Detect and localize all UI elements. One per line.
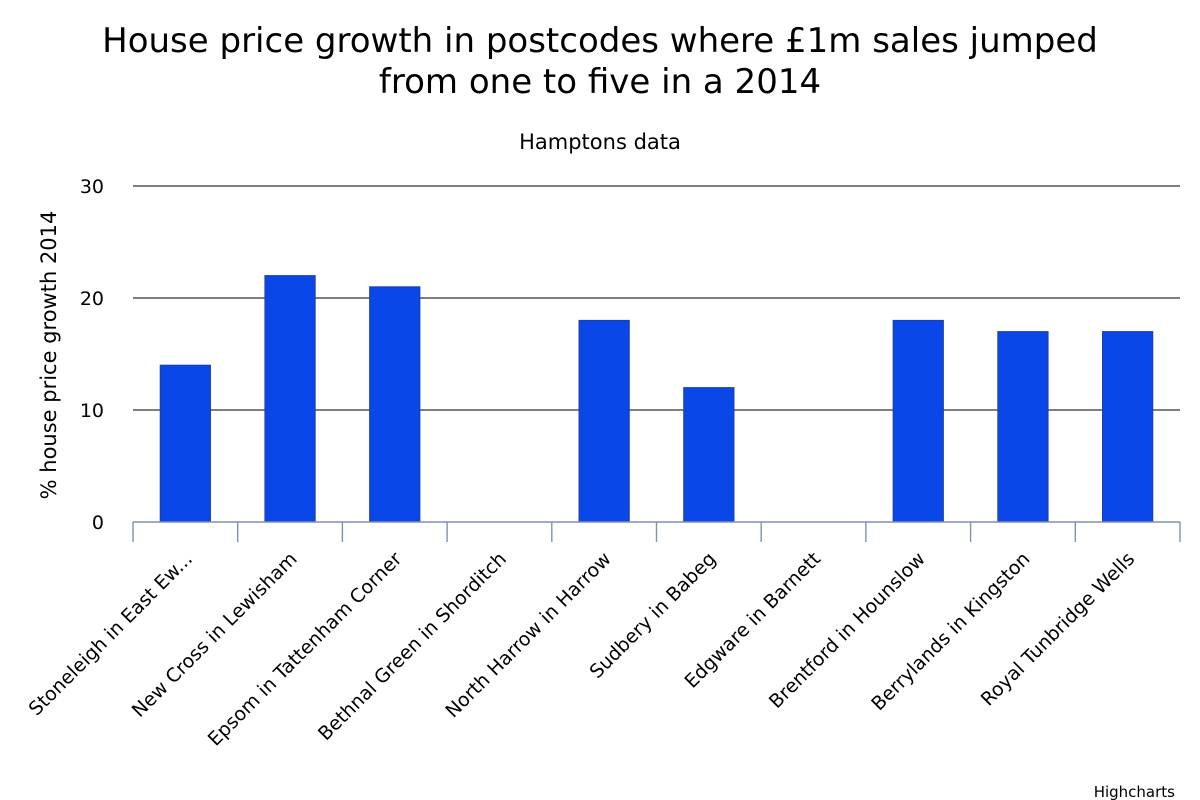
x-tick-label: North Harrow in Harrow: [441, 548, 615, 722]
chart-title-line-2: from one to five in a 2014: [379, 62, 821, 102]
bar[interactable]: [892, 319, 944, 523]
x-tick-label: Epsom in Tattenham Corner: [204, 548, 407, 751]
bar[interactable]: [264, 275, 316, 523]
y-axis-ticks: 0 10 20 30: [80, 176, 104, 534]
bars: [159, 275, 1154, 523]
credits-text[interactable]: Highcharts: [1094, 783, 1175, 800]
y-axis-label: % house price growth 2014: [37, 211, 61, 500]
x-axis-ticks: Stoneleigh in East Ew...New Cross in Lew…: [25, 548, 1140, 751]
bar[interactable]: [159, 364, 211, 523]
bar[interactable]: [683, 387, 735, 523]
x-tick-label: Bethnal Green in Shorditch: [314, 548, 511, 745]
y-tick-label: 20: [80, 288, 104, 310]
x-tick-label: New Cross in Lewisham: [128, 548, 302, 722]
bar[interactable]: [1102, 331, 1154, 523]
y-tick-label: 10: [80, 400, 104, 422]
chart-subtitle: Hamptons data: [519, 130, 681, 154]
bar[interactable]: [578, 319, 630, 523]
x-tick-label: Stoneleigh in East Ew...: [25, 548, 197, 720]
chart-title-line-1: House price growth in postcodes where £1…: [102, 21, 1098, 61]
bar[interactable]: [369, 286, 421, 523]
bar[interactable]: [997, 331, 1049, 523]
x-axis: [132, 521, 1181, 542]
y-tick-label: 30: [80, 176, 104, 198]
y-tick-label: 0: [92, 512, 104, 534]
